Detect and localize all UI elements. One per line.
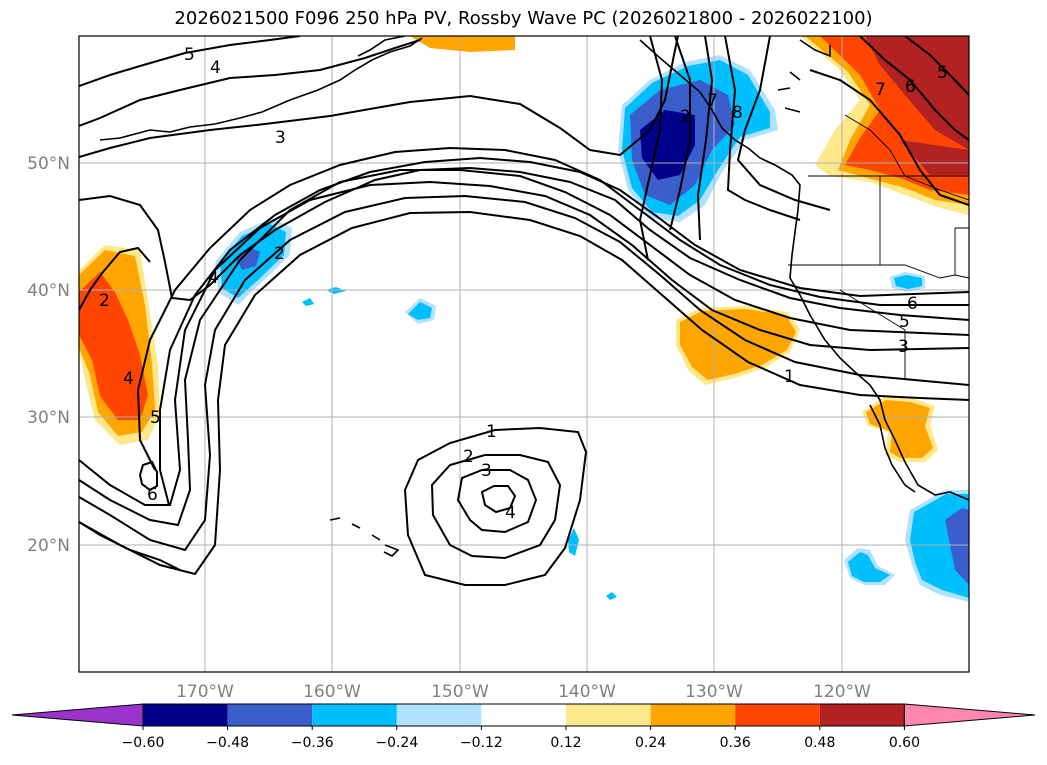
contour-label: 4: [505, 503, 516, 523]
colorbar-segment: [227, 704, 313, 726]
colorbar-extend-low: [11, 703, 144, 727]
lon-label-170w: 170°W: [176, 682, 234, 702]
lat-label-20n: 20°N: [27, 536, 70, 556]
colorbar-tick-label: −0.12: [460, 735, 503, 751]
contour-labels: 5 4 3 6 5 3 1 1 2 3 4 2 4 5 6 2 4 2 7 8 …: [99, 45, 948, 523]
colorbar-segment: [396, 704, 482, 726]
contour-label: 2: [274, 244, 285, 264]
contour-label: 4: [208, 268, 219, 288]
colorbar-segment: [735, 704, 820, 726]
contour-label: 6: [907, 294, 918, 314]
contour-label: 6: [147, 485, 158, 505]
colorbar-segment: [819, 704, 905, 726]
pv-contours: [79, 36, 969, 586]
contour-label: 1: [486, 422, 497, 442]
colorbar-tick-label: 0.12: [550, 735, 581, 751]
lon-label-130w: 130°W: [685, 682, 743, 702]
contour-label: 3: [275, 128, 286, 148]
colorbar-tick-label: 0.36: [720, 735, 751, 751]
contour-label: 3: [898, 337, 909, 357]
lon-label-120w: 120°W: [813, 682, 871, 702]
lon-label-160w: 160°W: [303, 682, 361, 702]
colorbar-tick-label: −0.60: [122, 735, 165, 751]
colorbar-tick-label: −0.48: [206, 735, 249, 751]
lon-label-150w: 150°W: [431, 682, 489, 702]
coastlines: [99, 36, 969, 557]
contour-label: 7: [875, 80, 886, 100]
colorbar-segment: [566, 704, 651, 726]
contour-label: 6: [905, 77, 916, 97]
longitude-labels: 170°W 160°W 150°W 140°W 130°W 120°W: [176, 682, 871, 702]
colorbar-tick-label: −0.36: [291, 735, 334, 751]
contour-label: 2: [463, 447, 474, 467]
latitude-labels: 50°N 40°N 30°N 20°N: [27, 154, 70, 556]
colorbar-segment: [143, 704, 228, 726]
map-background: [79, 36, 969, 672]
contour-label: 2: [99, 291, 110, 311]
colorbar-outline: [142, 703, 905, 727]
contour-label: 4: [210, 58, 221, 78]
contour-label: 7: [707, 91, 718, 111]
lon-label-140w: 140°W: [558, 682, 616, 702]
contour-label: 1: [784, 367, 795, 387]
colorbar-extend-high: [903, 703, 1036, 727]
graticule: [79, 36, 969, 672]
colorbar-segment: [312, 704, 397, 726]
colorbar-tick-label: 0.48: [804, 735, 835, 751]
colorbar-tick-label: 0.60: [889, 735, 920, 751]
map-frame: [78, 35, 970, 673]
contour-label: 2: [680, 107, 691, 127]
map-title: 2026021500 F096 250 hPa PV, Rossby Wave …: [174, 8, 873, 29]
lat-label-40n: 40°N: [27, 281, 70, 301]
contour-label: 3: [481, 461, 492, 481]
contour-label: 4: [123, 369, 134, 389]
contour-label: 5: [899, 312, 910, 332]
colorbar: −0.60 −0.48 −0.36 −0.24 −0.12 0.12 0.24 0.36 0.4…: [11, 703, 1036, 751]
colorbar-tick-label: −0.24: [375, 735, 418, 751]
contour-label: 5: [184, 45, 195, 65]
contour-label: 5: [150, 408, 161, 428]
colorbar-segment: [650, 704, 736, 726]
lat-label-30n: 30°N: [27, 408, 70, 428]
colorbar-segment: [481, 704, 566, 726]
colorbar-tick-label: 0.24: [635, 735, 666, 751]
contour-label: 8: [732, 103, 743, 123]
lat-label-50n: 50°N: [27, 154, 70, 174]
contour-label: 5: [937, 63, 948, 83]
